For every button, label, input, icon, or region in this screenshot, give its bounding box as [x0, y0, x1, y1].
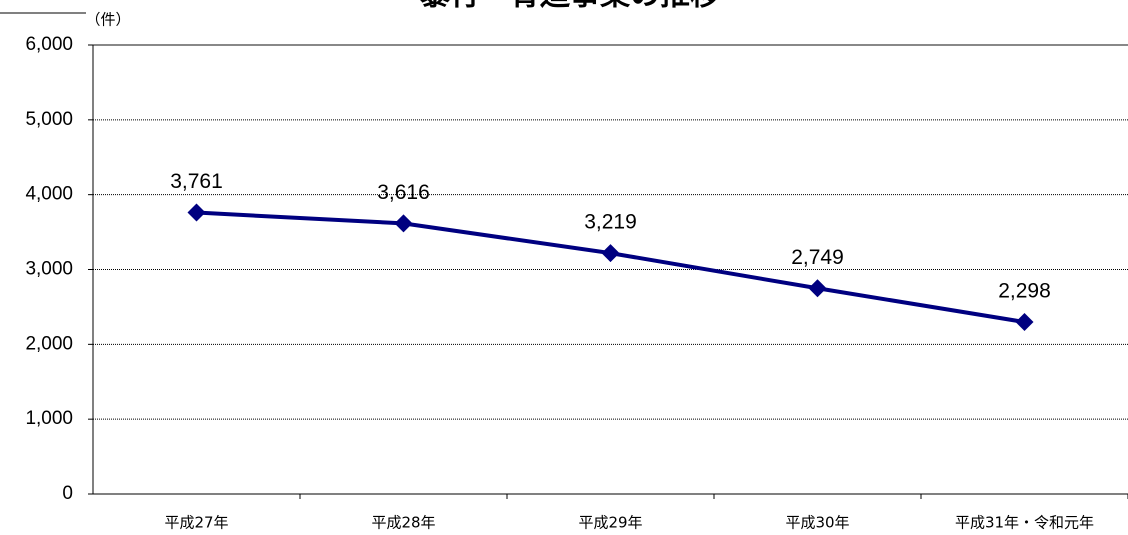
chart-title: 暴行・脅迫事案の推移	[420, 0, 720, 13]
data-label: 3,761	[170, 170, 223, 193]
y-tick-label: 1,000	[25, 408, 73, 429]
data-label: 2,298	[998, 280, 1051, 303]
x-tick-label: 平成29年	[578, 514, 642, 532]
data-label: 3,616	[377, 181, 430, 204]
y-tick-label: 4,000	[25, 184, 73, 205]
marker	[601, 244, 620, 263]
marker	[394, 214, 413, 233]
data-label: 2,749	[791, 246, 844, 269]
data-label: 3,219	[584, 211, 637, 234]
x-tick-label: 平成30年	[785, 514, 849, 532]
x-tick-label: 平成31年・令和元年	[955, 514, 1094, 532]
marker	[187, 203, 206, 222]
y-tick-label: 6,000	[25, 34, 73, 55]
x-tick-label: 平成27年	[164, 514, 228, 532]
y-tick-label: 3,000	[25, 259, 73, 280]
y-unit: （件）	[85, 11, 130, 29]
marker	[1015, 313, 1034, 332]
y-tick-label: 0	[62, 483, 73, 504]
y-tick-label: 5,000	[25, 109, 73, 130]
y-tick-label: 2,000	[25, 333, 73, 354]
x-tick-label: 平成28年	[371, 514, 435, 532]
marker	[808, 279, 827, 298]
